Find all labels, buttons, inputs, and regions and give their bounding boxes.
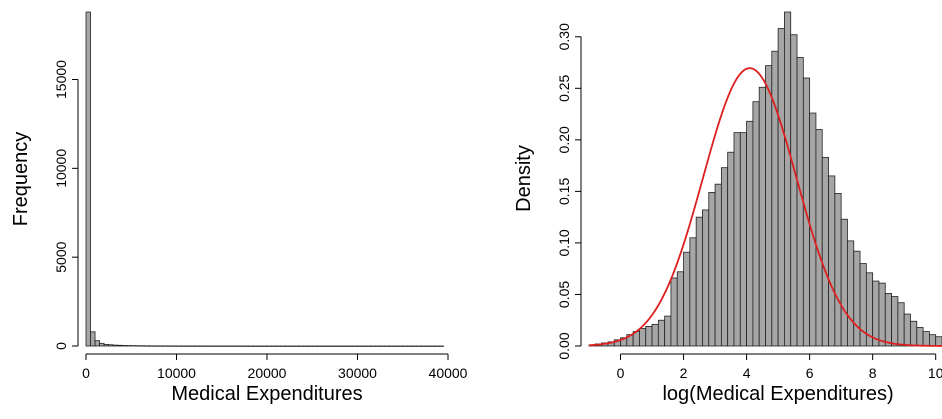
- bar: [708, 192, 716, 347]
- x-tick-label: 10: [928, 365, 942, 381]
- bar: [765, 65, 773, 347]
- x-axis: 0 10000 20000 30000 40000 Medical Expenditure…: [82, 353, 468, 405]
- y-tick-label: 15000: [53, 60, 69, 99]
- bar: [733, 132, 741, 347]
- x-axis: 0 2 4 6 8 10 log(Medical Expenditures): [617, 353, 942, 405]
- y-axis-title: Frequency: [10, 132, 32, 227]
- bar: [94, 340, 100, 347]
- bar: [112, 344, 119, 347]
- x-tick-label: 0: [82, 365, 90, 381]
- bar: [884, 293, 892, 347]
- bar: [891, 296, 899, 347]
- bar: [657, 319, 666, 347]
- x-tick-label: 20000: [248, 365, 287, 381]
- bar: [790, 34, 798, 347]
- bar: [670, 277, 678, 347]
- bar: [117, 344, 123, 347]
- bar: [815, 129, 823, 347]
- bar: [727, 151, 735, 347]
- bar: [746, 120, 754, 347]
- bar: [689, 237, 697, 347]
- y-axis-title: Density: [513, 145, 535, 212]
- bar: [639, 328, 647, 347]
- y-tick-label: 0.20: [556, 126, 572, 153]
- y-tick-label: 0.30: [556, 23, 572, 50]
- bar: [676, 271, 684, 347]
- bar: [922, 331, 930, 347]
- x-tick-label: 4: [743, 365, 751, 381]
- bar: [714, 183, 722, 347]
- bar: [664, 315, 672, 347]
- y-tick-label: 0.25: [556, 74, 572, 101]
- x-tick-label: 30000: [338, 365, 377, 381]
- bar: [771, 50, 779, 347]
- x-axis-title: Medical Expenditures: [171, 383, 362, 405]
- bar: [739, 132, 747, 347]
- y-tick-label: 0.00: [556, 332, 572, 359]
- bar: [916, 327, 924, 347]
- bar: [752, 101, 760, 347]
- bar: [928, 334, 937, 347]
- y-tick-label: 0: [53, 342, 69, 350]
- bar: [683, 251, 691, 347]
- y-tick-label: 0.15: [556, 178, 572, 205]
- x-tick-label: 2: [680, 365, 688, 381]
- x-tick-label: 0: [617, 365, 625, 381]
- bar: [872, 280, 880, 347]
- bar: [720, 167, 729, 347]
- bars: [588, 11, 942, 347]
- bar: [847, 240, 855, 347]
- bar: [90, 331, 96, 347]
- bar: [853, 250, 861, 347]
- bar: [935, 336, 942, 347]
- bar: [821, 156, 829, 347]
- bar: [85, 11, 91, 347]
- bar: [834, 193, 842, 347]
- histogram-expenditures: 0 10000 20000 30000 40000 Medical Expenditure…: [10, 11, 468, 405]
- y-tick-label: 0.05: [556, 281, 572, 308]
- bar: [651, 323, 659, 347]
- bar: [121, 345, 128, 347]
- x-axis-title: log(Medical Expenditures): [662, 383, 893, 405]
- bar: [645, 326, 653, 347]
- x-tick-label: 10000: [157, 365, 196, 381]
- normal-density-curve: [588, 67, 942, 347]
- histogram-log-expenditures: 0 2 4 6 8 10 log(Medical Expenditures) 0.00 0.05…: [513, 11, 942, 405]
- bar: [784, 11, 792, 347]
- bar: [910, 320, 918, 347]
- bar: [695, 216, 703, 347]
- bar: [878, 282, 886, 347]
- x-tick-label: 40000: [429, 365, 468, 381]
- bar: [840, 218, 848, 347]
- bar: [99, 342, 105, 347]
- x-tick-label: 6: [806, 365, 814, 381]
- bar: [758, 86, 766, 347]
- bar: [108, 344, 114, 347]
- bars: [85, 11, 444, 347]
- bar: [828, 175, 836, 347]
- y-tick-label: 10000: [53, 149, 69, 188]
- bar: [897, 302, 905, 347]
- y-axis: 0.00 0.05 0.10 0.15 0.20 0.25 0.30 Density: [513, 23, 582, 360]
- y-axis: 0 5000 10000 15000 Frequency: [10, 60, 79, 350]
- bar: [103, 344, 110, 347]
- bar: [702, 209, 710, 347]
- bar: [903, 313, 911, 347]
- y-tick-label: 5000: [53, 241, 69, 272]
- y-tick-label: 0.10: [556, 229, 572, 256]
- x-tick-label: 8: [869, 365, 877, 381]
- bar: [777, 28, 785, 347]
